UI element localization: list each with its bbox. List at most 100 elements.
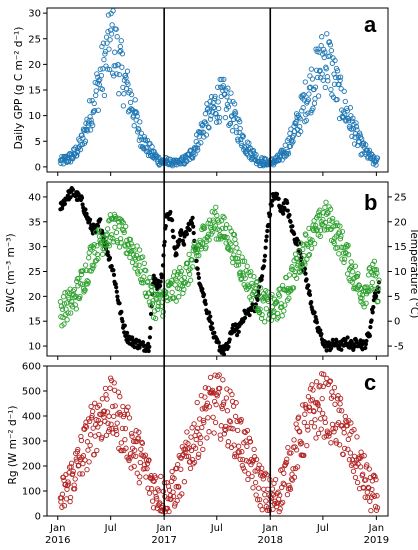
temperature-point bbox=[129, 259, 136, 266]
rg-point bbox=[350, 468, 357, 474]
gpp-point bbox=[91, 100, 97, 107]
gpp-point bbox=[127, 99, 134, 106]
gpp-point bbox=[189, 154, 195, 161]
temperature-point bbox=[331, 240, 337, 246]
gpp-point bbox=[128, 106, 134, 112]
gpp-point bbox=[221, 76, 227, 83]
rg-point bbox=[115, 411, 121, 417]
rg-point bbox=[126, 457, 132, 464]
temperature-point bbox=[132, 265, 138, 271]
rg-point bbox=[321, 371, 327, 377]
swc-point bbox=[100, 231, 105, 236]
rg-point bbox=[257, 496, 263, 503]
rg-point bbox=[200, 446, 206, 453]
rg-point bbox=[239, 449, 245, 455]
temperature-point bbox=[373, 267, 380, 273]
rg-point bbox=[291, 474, 298, 480]
rg-point bbox=[112, 403, 118, 409]
temperature-point bbox=[286, 295, 292, 301]
rg-point bbox=[95, 424, 101, 430]
temperature-point bbox=[120, 219, 126, 226]
temperature-point bbox=[184, 260, 191, 267]
y-tick-label: 40 bbox=[28, 192, 41, 203]
rg-point bbox=[236, 443, 242, 449]
rg-point bbox=[310, 387, 316, 393]
x-tick-label: Jan bbox=[262, 523, 278, 534]
temperature-point bbox=[120, 226, 126, 233]
gpp-point bbox=[290, 138, 296, 145]
temperature-point bbox=[177, 271, 183, 277]
swc-point bbox=[307, 289, 312, 294]
rg-point bbox=[366, 466, 372, 472]
gpp-point bbox=[240, 133, 246, 139]
temperature-point bbox=[246, 283, 252, 289]
rg-point bbox=[121, 411, 128, 418]
swc-point bbox=[259, 277, 264, 282]
temperature-point bbox=[114, 239, 121, 246]
swc-point bbox=[196, 275, 201, 280]
gpp-point bbox=[227, 120, 234, 127]
rg-point bbox=[191, 459, 198, 466]
gpp-point bbox=[93, 92, 99, 99]
rg-point bbox=[119, 447, 125, 454]
rg-point bbox=[280, 480, 286, 486]
rg-point bbox=[297, 438, 303, 445]
temperature-point bbox=[103, 236, 109, 242]
gpp-point bbox=[216, 105, 222, 112]
temperature-point bbox=[186, 251, 192, 258]
rg-point bbox=[196, 451, 202, 457]
rg-point bbox=[157, 500, 163, 506]
panel-letter-a: a bbox=[364, 12, 377, 37]
rg-point bbox=[139, 440, 146, 446]
rg-point bbox=[326, 433, 332, 439]
rg-point bbox=[195, 454, 201, 460]
x-tick-label: 2017 bbox=[151, 535, 176, 546]
gpp-point bbox=[315, 46, 321, 52]
swc-point bbox=[221, 352, 227, 357]
rg-point bbox=[373, 507, 380, 513]
rg-point bbox=[86, 459, 92, 465]
temperature-point bbox=[373, 286, 379, 292]
rg-point bbox=[245, 471, 252, 477]
gpp-point bbox=[225, 85, 231, 91]
gpp-point bbox=[305, 110, 311, 116]
rg-point bbox=[72, 476, 78, 482]
gpp-point bbox=[100, 40, 107, 46]
temperature-point bbox=[203, 244, 209, 250]
swc-point bbox=[115, 294, 120, 299]
temperature-point bbox=[239, 258, 246, 264]
temperature-point bbox=[198, 243, 204, 250]
rg-point bbox=[272, 476, 279, 483]
panel-letter-c: c bbox=[364, 370, 376, 395]
gpp-point bbox=[108, 31, 115, 37]
rg-point bbox=[315, 430, 322, 437]
gpp-point bbox=[354, 127, 360, 133]
rg-point bbox=[200, 417, 206, 424]
rg-point bbox=[193, 436, 199, 443]
rg-point bbox=[289, 471, 295, 477]
rg-point bbox=[215, 373, 221, 379]
y-tick-label: 0 bbox=[35, 162, 41, 173]
temperature-point bbox=[64, 317, 70, 323]
rg-point bbox=[345, 446, 351, 452]
temperature-point bbox=[131, 248, 137, 254]
rg-point bbox=[103, 392, 109, 398]
gpp-point bbox=[323, 66, 329, 72]
gpp-point bbox=[341, 88, 347, 94]
swc-point bbox=[363, 342, 368, 347]
swc-point bbox=[247, 313, 252, 318]
y-tick-label: 15 bbox=[28, 317, 41, 328]
rg-point bbox=[329, 389, 335, 395]
rg-point bbox=[327, 378, 334, 384]
rg-point bbox=[368, 507, 374, 514]
temperature-point bbox=[374, 299, 381, 305]
temperature-point bbox=[343, 250, 349, 257]
rg-point bbox=[184, 429, 190, 435]
gpp-point bbox=[202, 111, 209, 117]
y-axis-label-rg: Rg (W m⁻² d⁻¹) bbox=[7, 406, 19, 485]
gpp-point bbox=[332, 74, 339, 81]
swc-point bbox=[288, 219, 293, 224]
gpp-point bbox=[334, 68, 341, 74]
gpp-point bbox=[318, 42, 324, 49]
